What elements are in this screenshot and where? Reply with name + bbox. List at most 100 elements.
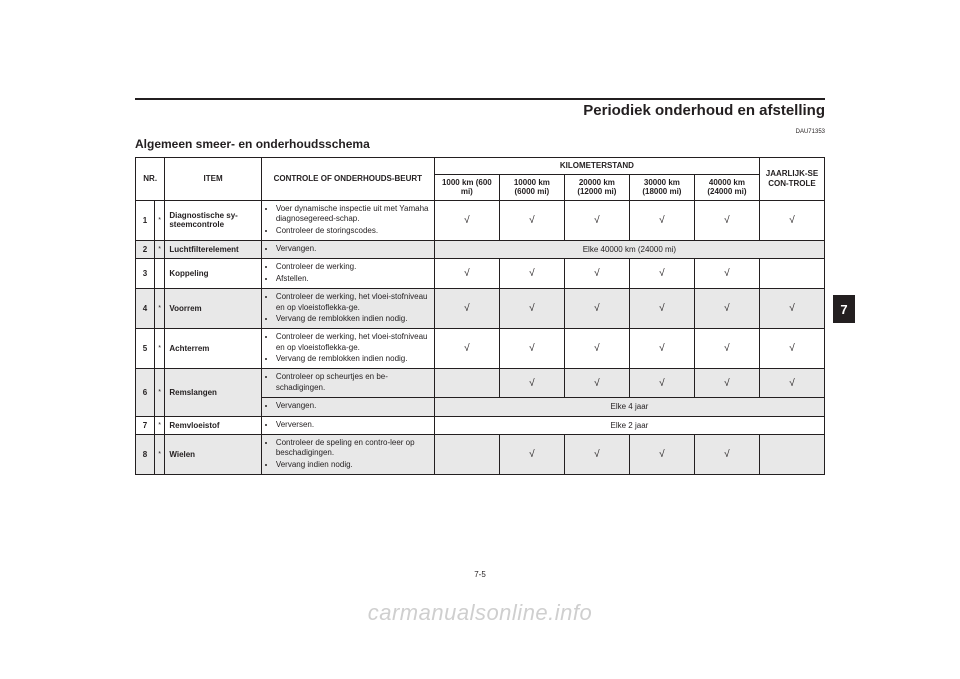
check-bullet: Vervang de remblokken indien nodig. [276, 314, 430, 324]
table-row: 8 * Wielen Controleer de speling en cont… [136, 435, 825, 475]
cell-tick: √ [499, 259, 564, 289]
check-bullet: Controleer op scheurtjes en be-schadigin… [276, 372, 430, 393]
cell-tick: √ [499, 369, 564, 398]
cell-tick [759, 259, 824, 289]
check-bullet: Vervang indien nodig. [276, 460, 430, 470]
cell-nr: 5 [136, 329, 155, 369]
cell-asterisk: * [154, 329, 164, 369]
cell-tick [434, 369, 499, 398]
cell-check: Voer dynamische inspectie uit met Yamaha… [261, 200, 434, 240]
check-bullet: Controleer de speling en contro-leer op … [276, 438, 430, 459]
tick-icon: √ [724, 378, 730, 389]
cell-tick: √ [759, 289, 824, 329]
tick-icon: √ [724, 215, 730, 226]
cell-tick: √ [629, 329, 694, 369]
cell-tick [434, 435, 499, 475]
check-bullet: Controleer de storingscodes. [276, 226, 430, 236]
tick-icon: √ [724, 268, 730, 279]
tick-icon: √ [529, 449, 535, 460]
cell-tick: √ [759, 329, 824, 369]
cell-item: Remvloeistof [165, 416, 261, 434]
check-bullet: Verversen. [276, 420, 430, 430]
tick-icon: √ [594, 378, 600, 389]
cell-tick: √ [694, 289, 759, 329]
cell-item: Koppeling [165, 259, 261, 289]
tick-icon: √ [594, 268, 600, 279]
cell-span-text: Elke 40000 km (24000 mi) [434, 240, 824, 258]
table-row: 6 * Remslangen Controleer op scheurtjes … [136, 369, 825, 398]
tick-icon: √ [659, 215, 665, 226]
cell-item: Achterrem [165, 329, 261, 369]
cell-nr: 8 [136, 435, 155, 475]
cell-tick: √ [694, 435, 759, 475]
tick-icon: √ [724, 343, 730, 354]
cell-item: Wielen [165, 435, 261, 475]
side-tab: 7 [833, 295, 855, 323]
cell-tick: √ [759, 369, 824, 398]
cell-tick: √ [499, 329, 564, 369]
cell-tick: √ [694, 259, 759, 289]
tick-icon: √ [659, 343, 665, 354]
th-nr: NR. [136, 158, 165, 201]
tick-icon: √ [464, 303, 470, 314]
cell-tick: √ [564, 200, 629, 240]
section-title: Algemeen smeer- en onderhoudsschema [135, 137, 825, 151]
cell-nr: 6 [136, 369, 155, 416]
chapter-title: Periodiek onderhoud en afstelling [135, 102, 825, 119]
check-bullet: Vervangen. [276, 401, 430, 411]
cell-check: Controleer op scheurtjes en be-schadigin… [261, 369, 434, 398]
cell-asterisk: * [154, 240, 164, 258]
cell-tick: √ [629, 200, 694, 240]
th-km-group: KILOMETERSTAND [434, 158, 759, 175]
check-bullet: Controleer de werking, het vloei-stofniv… [276, 332, 430, 353]
cell-tick: √ [434, 200, 499, 240]
tick-icon: √ [789, 303, 795, 314]
cell-tick: √ [629, 259, 694, 289]
cell-tick: √ [499, 289, 564, 329]
tick-icon: √ [594, 215, 600, 226]
maintenance-table: NR. ITEM CONTROLE OF ONDERHOUDS-BEURT KI… [135, 157, 825, 475]
tick-icon: √ [724, 449, 730, 460]
table-row: 5 * Achterrem Controleer de werking, het… [136, 329, 825, 369]
cell-item: Luchtfilterelement [165, 240, 261, 258]
tick-icon: √ [789, 378, 795, 389]
cell-check: Vervangen. [261, 240, 434, 258]
th-check: CONTROLE OF ONDERHOUDS-BEURT [261, 158, 434, 201]
cell-tick [759, 435, 824, 475]
tick-icon: √ [529, 215, 535, 226]
cell-asterisk [154, 259, 164, 289]
tick-icon: √ [594, 343, 600, 354]
cell-asterisk: * [154, 289, 164, 329]
cell-item: Remslangen [165, 369, 261, 416]
tick-icon: √ [659, 449, 665, 460]
cell-tick: √ [564, 289, 629, 329]
cell-tick: √ [499, 435, 564, 475]
page-number: 7-5 [0, 570, 960, 579]
check-bullet: Controleer de werking, het vloei-stofniv… [276, 292, 430, 313]
tick-icon: √ [464, 343, 470, 354]
cell-tick: √ [434, 329, 499, 369]
th-km-4: 30000 km (18000 mi) [629, 174, 694, 200]
tick-icon: √ [659, 268, 665, 279]
cell-tick: √ [629, 435, 694, 475]
cell-check: Vervangen. [261, 398, 434, 416]
cell-tick: √ [694, 200, 759, 240]
th-yearly: JAARLIJK-SE CON-TROLE [759, 158, 824, 201]
tick-icon: √ [529, 343, 535, 354]
cell-span-text: Elke 2 jaar [434, 416, 824, 434]
cell-tick: √ [564, 259, 629, 289]
table-row: 2 * Luchtfilterelement Vervangen. Elke 4… [136, 240, 825, 258]
tick-icon: √ [464, 215, 470, 226]
cell-nr: 3 [136, 259, 155, 289]
cell-tick: √ [499, 200, 564, 240]
cell-check: Controleer de werking. Afstellen. [261, 259, 434, 289]
cell-nr: 2 [136, 240, 155, 258]
th-item: ITEM [165, 158, 261, 201]
cell-nr: 1 [136, 200, 155, 240]
check-bullet: Afstellen. [276, 274, 430, 284]
tick-icon: √ [789, 343, 795, 354]
tick-icon: √ [659, 378, 665, 389]
tick-icon: √ [464, 268, 470, 279]
table-row: 4 * Voorrem Controleer de werking, het v… [136, 289, 825, 329]
check-bullet: Controleer de werking. [276, 262, 430, 272]
